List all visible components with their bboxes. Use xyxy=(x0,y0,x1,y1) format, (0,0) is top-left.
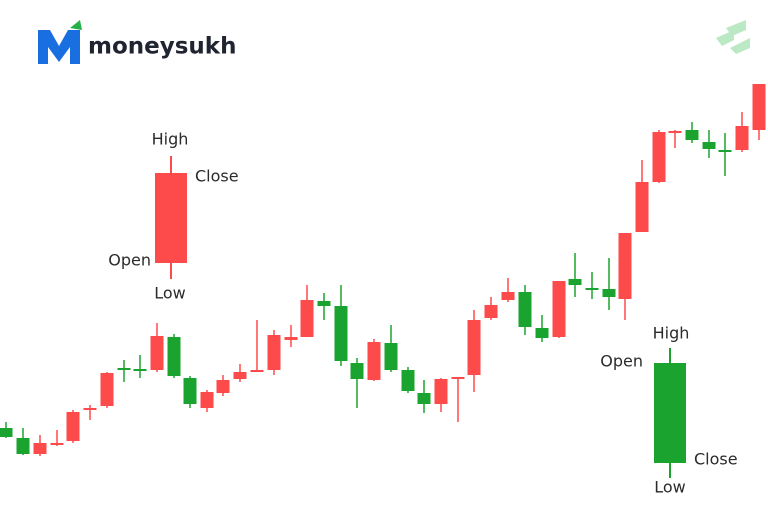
candle-body xyxy=(155,173,187,263)
candle-body xyxy=(150,336,164,370)
candle-body xyxy=(552,281,566,337)
label-low: Low xyxy=(154,284,186,303)
candle-body xyxy=(654,363,686,463)
candle-body xyxy=(350,363,364,379)
candle-body xyxy=(518,292,532,327)
label-open: Open xyxy=(600,352,643,371)
candle-body xyxy=(50,443,64,445)
candle-body xyxy=(434,379,448,404)
candle-body xyxy=(66,412,80,441)
candle-body xyxy=(334,306,348,361)
candle-body xyxy=(417,393,431,404)
label-low: Low xyxy=(654,478,686,497)
candle-body xyxy=(317,301,331,306)
label-high: High xyxy=(152,130,189,149)
candle-body xyxy=(718,150,732,152)
candle-body xyxy=(216,380,230,393)
candle-body xyxy=(167,337,181,376)
candle-body xyxy=(535,328,549,338)
candle-body xyxy=(635,182,649,232)
candle-body xyxy=(300,300,314,337)
candle-body xyxy=(33,443,47,454)
label-close: Close xyxy=(694,450,738,469)
candle-body xyxy=(133,369,147,371)
logo: moneysukh xyxy=(38,20,236,64)
candle-body xyxy=(284,337,298,340)
logo-mark xyxy=(38,30,80,64)
candle-body xyxy=(267,335,281,370)
candles xyxy=(0,84,766,456)
candle-body xyxy=(0,428,13,437)
candle-body xyxy=(233,372,247,379)
candle-body xyxy=(668,131,682,133)
candle-body xyxy=(117,368,131,370)
candle-body xyxy=(568,279,582,285)
candle-body xyxy=(250,370,264,372)
logo-text: moneysukh xyxy=(88,34,236,60)
candle-body xyxy=(384,343,398,370)
bearish-example: High Close Open Low xyxy=(108,130,238,303)
candle-body xyxy=(367,342,381,380)
candle-body xyxy=(401,370,415,391)
candle-body xyxy=(652,132,666,182)
candle-body xyxy=(501,292,515,300)
candle-body xyxy=(585,288,599,290)
candle-body xyxy=(451,377,465,379)
candle-body xyxy=(100,373,114,406)
logo-tick xyxy=(70,20,82,30)
candle-body xyxy=(752,84,766,130)
candle-body xyxy=(484,305,498,318)
candle-body xyxy=(16,438,30,454)
label-high: High xyxy=(653,324,690,343)
candle-body xyxy=(702,142,716,149)
candle-body xyxy=(735,126,749,150)
corner-icon xyxy=(716,20,750,54)
candle-body xyxy=(618,233,632,299)
candle-body xyxy=(200,392,214,408)
candle-body xyxy=(183,378,197,404)
label-open: Open xyxy=(108,251,151,270)
candle-body xyxy=(83,408,97,410)
candle-body xyxy=(602,289,616,297)
candle-body xyxy=(467,320,481,375)
candle-body xyxy=(685,130,699,140)
label-close: Close xyxy=(195,167,239,186)
bullish-example: High Open Close Low xyxy=(600,324,737,497)
